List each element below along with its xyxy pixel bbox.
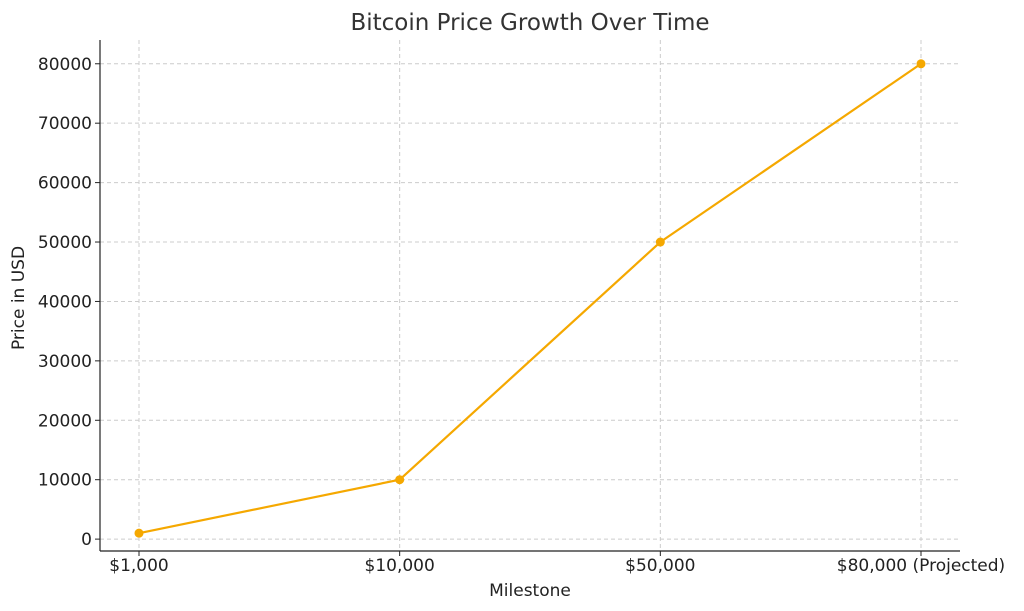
x-tick-label: $50,000 — [625, 556, 695, 576]
y-tick-label: 70000 — [38, 114, 92, 134]
data-point — [655, 237, 665, 247]
x-tick-label: $10,000 — [365, 556, 435, 576]
x-ticks: $1,000 $10,000 $50,000 $80,000 (Projected) — [109, 551, 1005, 576]
y-tick-label: 50000 — [38, 233, 92, 253]
y-tick-label: 30000 — [38, 352, 92, 372]
data-point — [395, 475, 405, 485]
series — [134, 59, 926, 538]
x-axis-label: Milestone — [489, 581, 571, 601]
data-point — [134, 528, 144, 538]
y-tick-label: 10000 — [38, 471, 92, 491]
y-tick-label: 80000 — [38, 55, 92, 75]
y-ticks: 0 10000 20000 30000 40000 50000 60000 70000 8000… — [38, 55, 100, 550]
series-line — [138, 62, 922, 535]
x-tick-label: $1,000 — [109, 556, 168, 576]
grid — [100, 40, 960, 551]
x-tick-label: $80,000 (Projected) — [837, 556, 1005, 576]
y-tick-label: 0 — [81, 530, 92, 550]
axes — [99, 40, 960, 552]
chart-title: Bitcoin Price Growth Over Time — [350, 10, 709, 36]
y-tick-label: 40000 — [38, 292, 92, 312]
y-tick-label: 20000 — [38, 411, 92, 431]
data-point — [916, 59, 926, 69]
y-tick-label: 60000 — [38, 174, 92, 194]
y-axis-label: Price in USD — [9, 246, 29, 350]
